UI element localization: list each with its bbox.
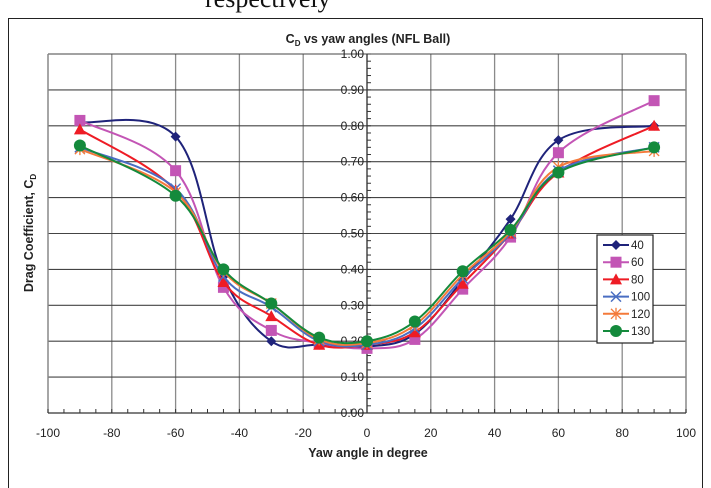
y-tick-label: 0.40	[341, 262, 365, 276]
y-tick-label: 0.50	[341, 227, 365, 241]
legend-marker	[610, 256, 622, 268]
data-point-130	[265, 297, 278, 310]
chart-frame	[8, 18, 703, 488]
y-tick-label: 0.70	[341, 155, 365, 169]
x-tick-label: 20	[424, 426, 438, 440]
data-point-130	[169, 189, 182, 202]
data-point-60	[217, 281, 229, 293]
data-point-60	[552, 147, 564, 159]
data-point-130	[73, 139, 86, 152]
legend-item-130: 130	[603, 325, 650, 338]
data-point-40	[505, 214, 516, 225]
legend-marker	[610, 325, 622, 337]
data-point-80	[648, 119, 661, 131]
data-point-40	[266, 336, 277, 347]
document-cut-text: respectively	[205, 0, 331, 14]
x-tick-label: 0	[364, 426, 371, 440]
y-tick-label: 0.10	[341, 370, 365, 384]
data-point-130	[504, 223, 517, 236]
y-tick-label: 0.30	[341, 298, 365, 312]
data-point-80	[265, 310, 278, 322]
x-tick-label: -100	[36, 426, 60, 440]
legend-marker	[611, 240, 621, 250]
legend-item-100: 100	[603, 291, 650, 304]
legend-label: 120	[631, 309, 650, 321]
x-tick-label: 40	[488, 426, 502, 440]
data-point-130	[217, 263, 230, 276]
legend-item-120: 120	[603, 307, 650, 321]
axes: 0.000.100.200.300.400.500.600.700.800.90…	[36, 47, 696, 440]
x-tick-label: -40	[231, 426, 249, 440]
data-point-130	[456, 265, 469, 278]
chart-title-subscript: D	[295, 39, 301, 48]
data-point-80	[73, 123, 86, 135]
chart-title-rest: vs yaw angles (NFL Ball)	[300, 32, 450, 46]
x-tick-label: 80	[616, 426, 630, 440]
data-point-60	[74, 114, 86, 126]
data-point-40	[170, 131, 181, 142]
data-point-80	[408, 326, 421, 338]
data-point-130	[361, 335, 373, 348]
data-point-130	[408, 315, 421, 328]
data-point-80	[456, 277, 469, 289]
data-point-60	[170, 165, 182, 177]
legend-label: 40	[631, 240, 644, 252]
x-tick-label: 60	[552, 426, 566, 440]
y-tick-label: 0.90	[341, 83, 365, 97]
data-point-60	[457, 283, 469, 295]
x-axis-label: Yaw angle in degree	[308, 446, 428, 460]
y-tick-label: 0.00	[341, 406, 365, 420]
y-tick-label: 0.60	[341, 191, 365, 205]
y-tick-label: 1.00	[341, 47, 365, 61]
series-group	[73, 95, 661, 354]
legend-label: 100	[631, 292, 650, 304]
legend-label: 130	[631, 326, 650, 338]
data-point-60	[409, 333, 421, 345]
y-axis-label: Drag Coefficient, CD	[22, 174, 38, 293]
legend-label: 80	[631, 274, 644, 286]
data-point-130	[552, 166, 565, 179]
data-point-80	[217, 275, 230, 287]
chart-title: CD vs yaw angles (NFL Ball)	[286, 32, 451, 48]
y-axis-label-main: Drag Coefficient, C	[22, 180, 36, 293]
series-130	[73, 139, 661, 348]
legend-box	[596, 234, 654, 344]
legend-marker	[610, 307, 622, 320]
data-point-130	[648, 141, 661, 154]
chart-title-main: C	[286, 32, 295, 46]
legend: 40 60 80 100 120 130	[596, 234, 654, 344]
legend-label: 60	[631, 257, 644, 269]
data-point-60	[265, 324, 277, 336]
x-tick-label: 100	[676, 426, 696, 440]
legend-marker	[610, 273, 622, 285]
x-tick-label: -80	[103, 426, 121, 440]
legend-item-80: 80	[603, 273, 644, 286]
legend-marker-stroke	[610, 291, 622, 303]
data-point-130	[313, 331, 326, 344]
x-tick-label: -20	[295, 426, 313, 440]
legend-item-40: 40	[603, 240, 644, 252]
legend-marker	[610, 291, 622, 303]
chart: CD vs yaw angles (NFL Ball) 0.000.100.20…	[22, 32, 696, 460]
x-tick-label: -60	[167, 426, 185, 440]
y-tick-label: 0.80	[341, 119, 365, 133]
data-point-60	[648, 95, 660, 107]
data-point-40	[553, 135, 564, 146]
legend-item-60: 60	[603, 256, 644, 269]
y-axis-label-subscript: D	[29, 174, 38, 180]
